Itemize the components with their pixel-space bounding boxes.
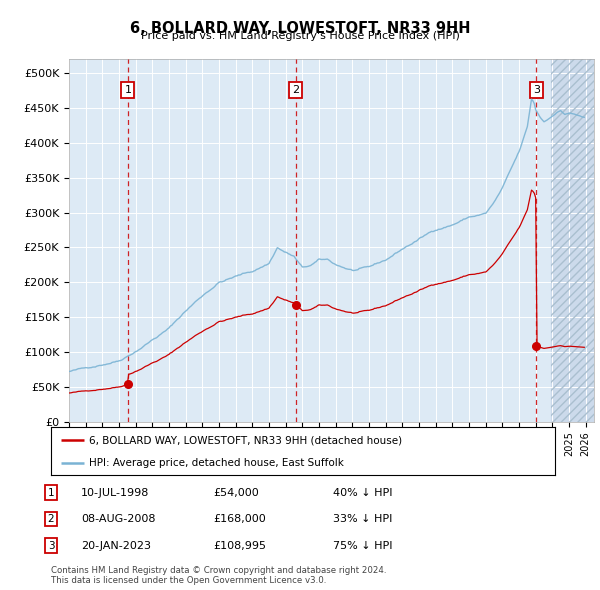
Text: 6, BOLLARD WAY, LOWESTOFT, NR33 9HH (detached house): 6, BOLLARD WAY, LOWESTOFT, NR33 9HH (det… xyxy=(89,435,402,445)
Text: 33% ↓ HPI: 33% ↓ HPI xyxy=(333,514,392,524)
Text: 3: 3 xyxy=(47,541,55,550)
Bar xyxy=(551,59,594,422)
Text: 2: 2 xyxy=(292,85,299,95)
Text: 20-JAN-2023: 20-JAN-2023 xyxy=(81,541,151,550)
Text: 2: 2 xyxy=(47,514,55,524)
Text: 1: 1 xyxy=(124,85,131,95)
Text: HPI: Average price, detached house, East Suffolk: HPI: Average price, detached house, East… xyxy=(89,458,344,468)
Text: Contains HM Land Registry data © Crown copyright and database right 2024.
This d: Contains HM Land Registry data © Crown c… xyxy=(51,566,386,585)
Text: 08-AUG-2008: 08-AUG-2008 xyxy=(81,514,155,524)
Bar xyxy=(551,59,594,422)
Text: Price paid vs. HM Land Registry's House Price Index (HPI): Price paid vs. HM Land Registry's House … xyxy=(140,31,460,41)
Text: 1: 1 xyxy=(47,488,55,497)
Text: 3: 3 xyxy=(533,85,540,95)
Text: £108,995: £108,995 xyxy=(213,541,266,550)
Text: 75% ↓ HPI: 75% ↓ HPI xyxy=(333,541,392,550)
Text: 10-JUL-1998: 10-JUL-1998 xyxy=(81,488,149,497)
Text: £54,000: £54,000 xyxy=(213,488,259,497)
Text: 6, BOLLARD WAY, LOWESTOFT, NR33 9HH: 6, BOLLARD WAY, LOWESTOFT, NR33 9HH xyxy=(130,21,470,35)
Text: 40% ↓ HPI: 40% ↓ HPI xyxy=(333,488,392,497)
Text: £168,000: £168,000 xyxy=(213,514,266,524)
